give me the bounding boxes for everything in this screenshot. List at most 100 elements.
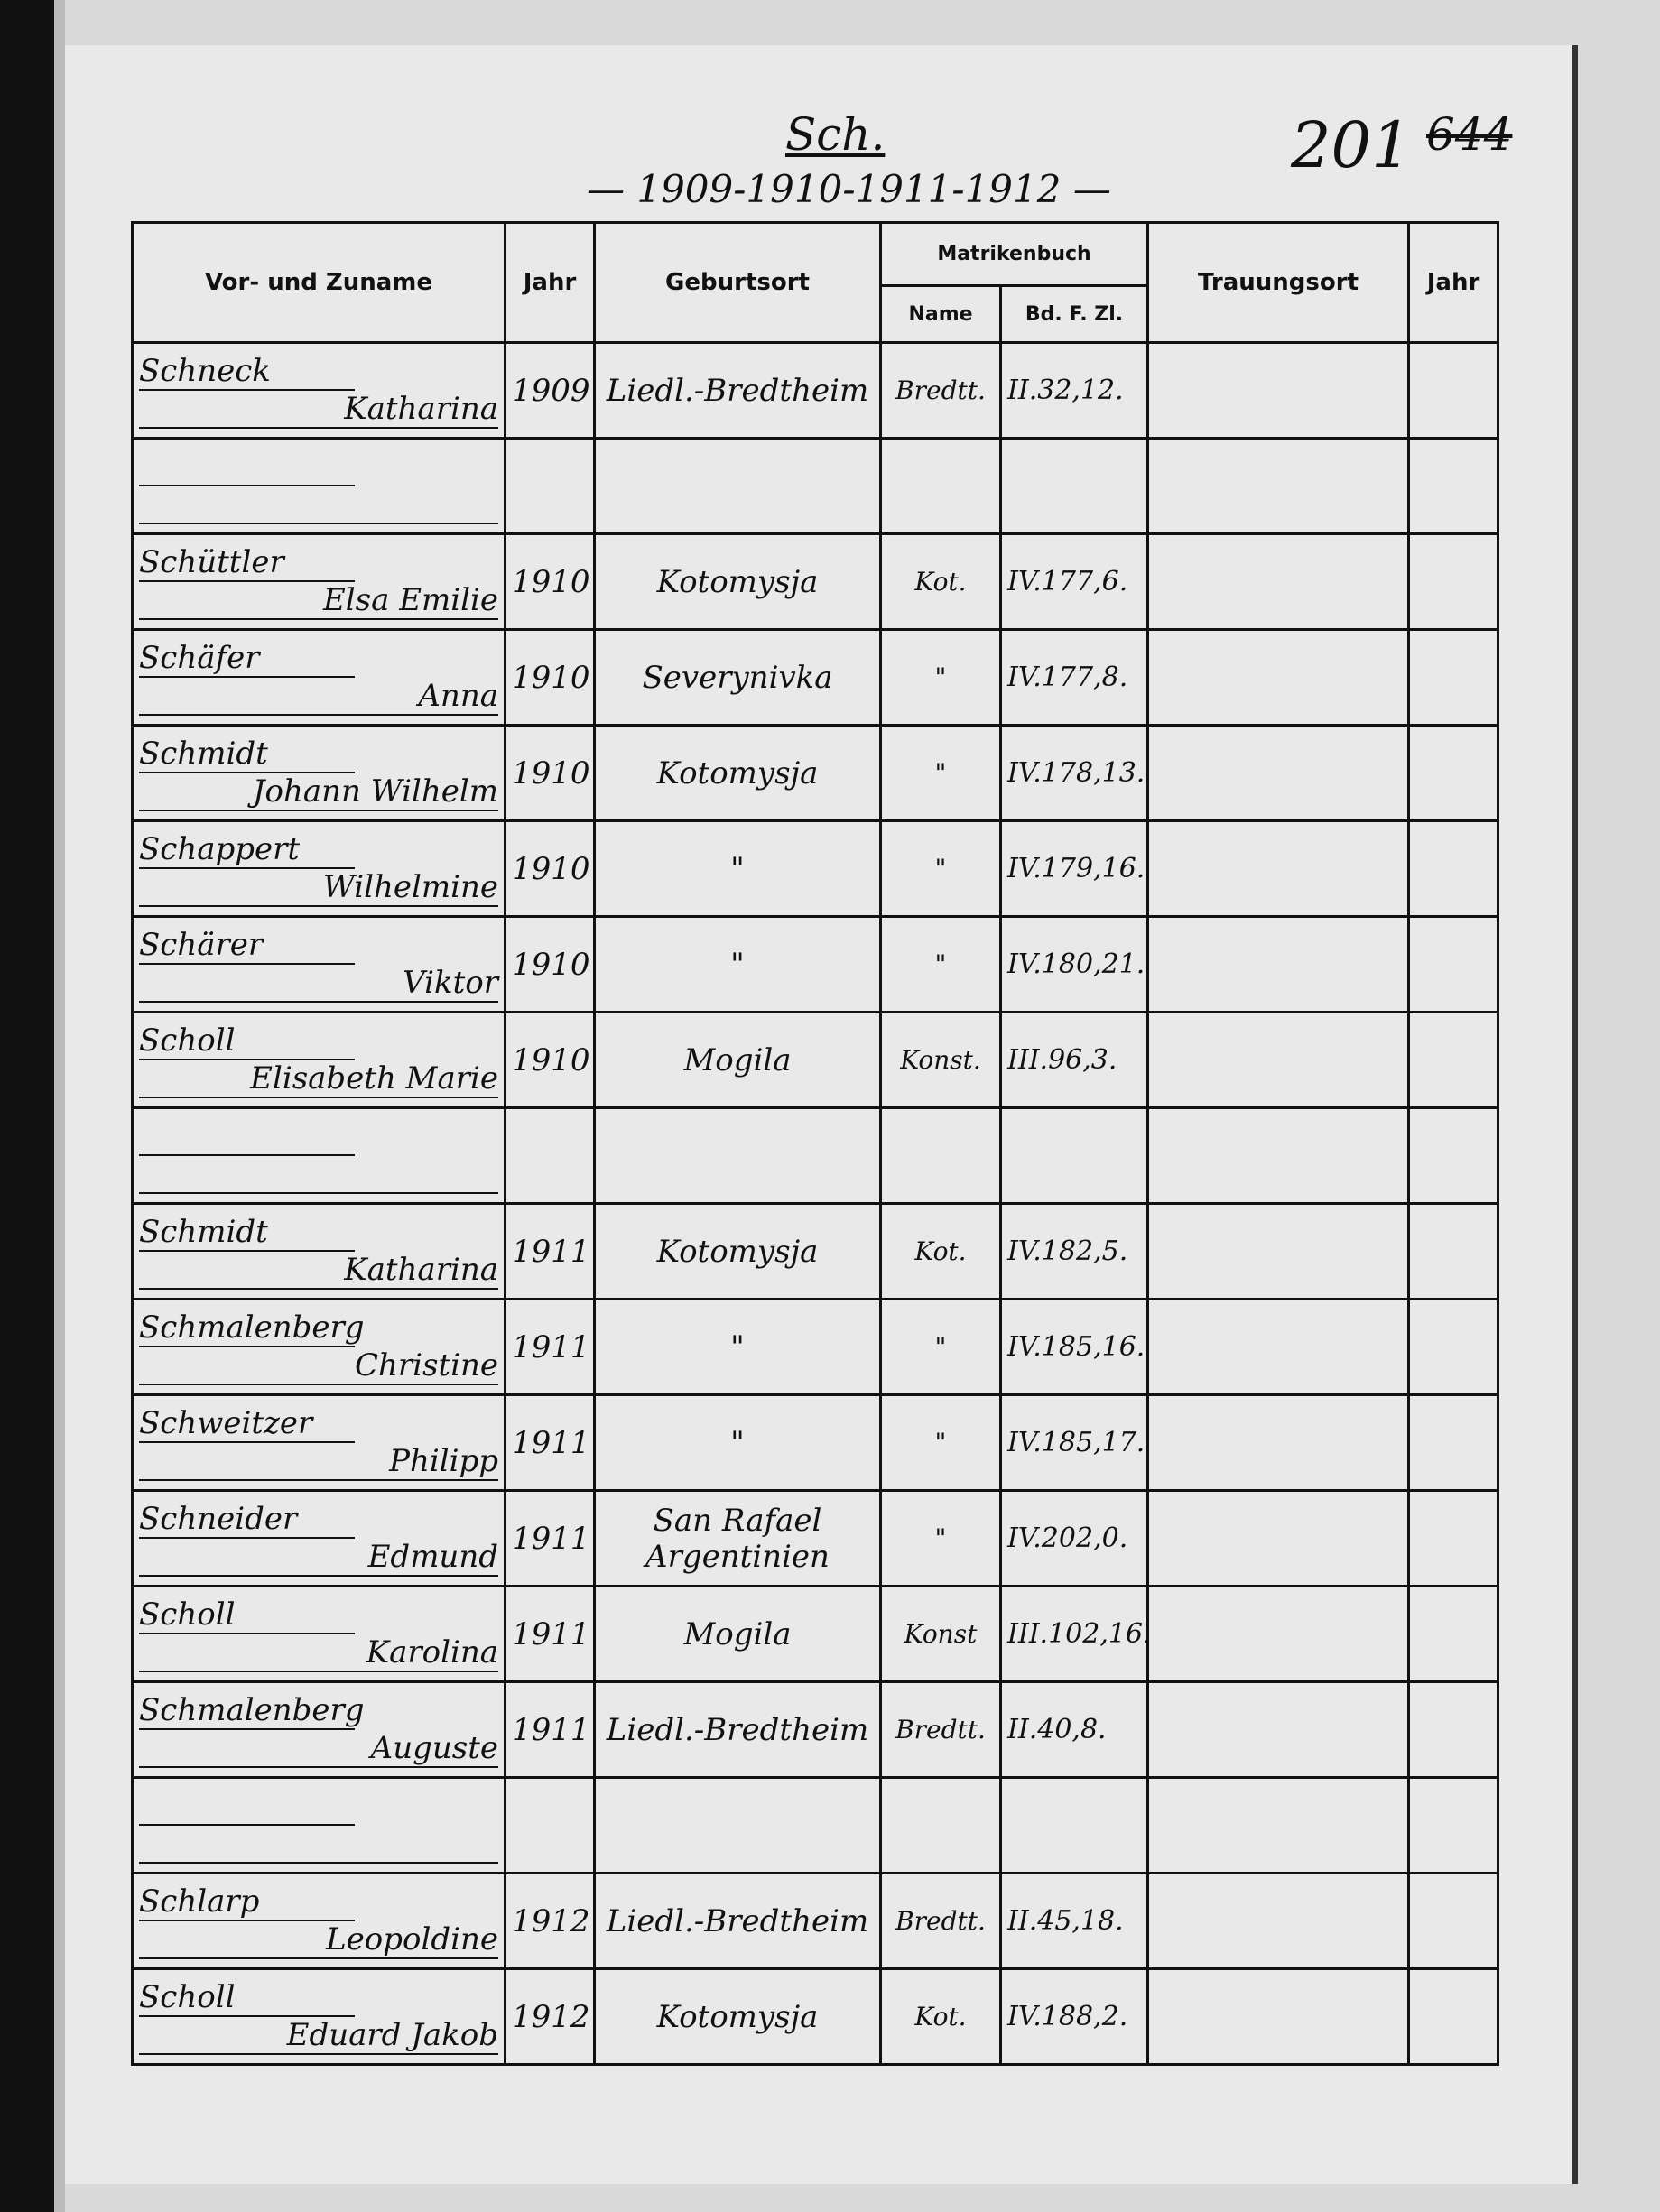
index-letter: Sch. [785, 108, 886, 161]
marriage-place-cell [1146, 341, 1411, 440]
register-name-cell: Kot. [879, 1202, 1002, 1300]
marriage-place-cell [1146, 1011, 1411, 1109]
year-cell: 1912 [504, 1967, 596, 2066]
given-name [139, 1156, 498, 1194]
year-cell: 1911 [504, 1680, 596, 1779]
year-cell: 1911 [504, 1585, 596, 1683]
birthplace-cell: Liedl.-Bredtheim [593, 341, 882, 440]
given-name: Wilhelmine [139, 869, 498, 907]
year-cell: 1910 [504, 819, 596, 918]
register-name-cell: Bredtt. [879, 1872, 1002, 1970]
name-cell: Schmalenberg Christine [131, 1298, 506, 1396]
name-cell: Schneider Edmund [131, 1489, 506, 1587]
table-row [131, 1776, 1500, 1874]
col-marriage-place: Trauungsort [1146, 221, 1411, 344]
register-ref-cell: IV.188,2. [998, 1967, 1150, 2066]
register-ref-cell: II.45,18. [998, 1872, 1150, 1970]
marriage-place-cell [1146, 1967, 1411, 2066]
year-cell: 1910 [504, 724, 596, 822]
marriage-place-cell [1146, 819, 1411, 918]
birthplace-cell: Mogila [593, 1011, 882, 1109]
birthplace-cell: " [593, 915, 882, 1013]
binding-edge [0, 0, 54, 2212]
marriage-place-cell [1146, 628, 1411, 727]
register-name-cell: " [879, 628, 1002, 727]
col-register: Matrikenbuch [878, 221, 1150, 287]
table-row: Schüttler Elsa Emilie 1910 Kotomysja Kot.… [131, 532, 1500, 631]
name-cell: Schmalenberg Auguste [131, 1680, 506, 1779]
surname: Schappert [139, 831, 355, 869]
marriage-place-cell [1146, 724, 1411, 822]
name-cell: Scholl Elisabeth Marie [131, 1011, 506, 1109]
register-name-cell [879, 1776, 1002, 1874]
birthplace-cell [593, 1106, 882, 1205]
given-name: Elisabeth Marie [139, 1060, 498, 1098]
given-name: Karolina [139, 1634, 498, 1672]
register-ref-cell: IV.202,0. [998, 1489, 1150, 1587]
marriage-year-cell [1407, 724, 1500, 822]
register-name-cell: Konst. [879, 1011, 1002, 1109]
table-row: Schmidt Johann Wilhelm 1910 Kotomysja " I… [131, 724, 1500, 822]
marriage-year-cell [1407, 1298, 1500, 1396]
col-marriage-year: Jahr [1407, 221, 1500, 344]
birthplace-cell: Liedl.-Bredtheim [593, 1872, 882, 1970]
birthplace-cell: " [593, 819, 882, 918]
marriage-place-cell [1146, 915, 1411, 1013]
birthplace-cell: Liedl.-Bredtheim [593, 1680, 882, 1779]
register-ref-cell: IV.179,16. [998, 819, 1150, 918]
register-ref-cell: IV.180,21. [998, 915, 1150, 1013]
name-cell: Schappert Wilhelmine [131, 819, 506, 918]
given-name: Edmund [139, 1539, 498, 1577]
year-cell: 1911 [504, 1202, 596, 1300]
register-ref-cell: IV.182,5. [998, 1202, 1150, 1300]
table-row: Schneider Edmund 1911 San Rafael Argentin… [131, 1489, 1500, 1587]
table-row: Schäfer Anna 1910 Severynivka " IV.177,8. [131, 628, 1500, 727]
name-cell [131, 1776, 506, 1874]
marriage-place-cell [1146, 1393, 1411, 1492]
marriage-place-cell [1146, 1872, 1411, 1970]
marriage-year-cell [1407, 1011, 1500, 1109]
name-cell: Schneck Katharina [131, 341, 506, 440]
col-register-name: Name [879, 284, 1002, 344]
given-name [139, 486, 498, 524]
table-row: Schlarp Leopoldine 1912 Liedl.-Bredtheim … [131, 1872, 1500, 1970]
table-row: Schneck Katharina 1909 Liedl.-Bredtheim B… [131, 341, 1500, 440]
name-cell: Schmidt Katharina [131, 1202, 506, 1300]
page-gutter [54, 0, 65, 2212]
table-row: Scholl Elisabeth Marie 1910 Mogila Konst.… [131, 1011, 1500, 1109]
marriage-year-cell [1407, 819, 1500, 918]
given-name: Anna [139, 678, 498, 716]
register-name-cell [879, 1106, 1002, 1205]
year-cell: 1910 [504, 532, 596, 631]
marriage-place-cell [1146, 1106, 1411, 1205]
given-name: Katharina [139, 391, 498, 429]
birthplace-cell: " [593, 1393, 882, 1492]
marriage-year-cell [1407, 628, 1500, 727]
register-ref-cell: IV.178,13. [998, 724, 1150, 822]
birthplace-cell: Kotomysja [593, 724, 882, 822]
register-name-cell: " [879, 819, 1002, 918]
col-name: Vor- und Zuname [131, 221, 506, 344]
year-cell: 1910 [504, 915, 596, 1013]
col-year: Jahr [504, 221, 596, 344]
year-cell [504, 437, 596, 535]
table-row [131, 437, 1500, 535]
register-name-cell: " [879, 724, 1002, 822]
marriage-year-cell [1407, 1585, 1500, 1683]
given-name: Leopoldine [139, 1921, 498, 1959]
birthplace-cell: Severynivka [593, 628, 882, 727]
marriage-year-cell [1407, 1967, 1500, 2066]
marriage-year-cell [1407, 1489, 1500, 1587]
register-name-cell: " [879, 1298, 1002, 1396]
register-ref-cell: IV.185,17. [998, 1393, 1150, 1492]
birthplace-cell [593, 1776, 882, 1874]
year-cell: 1912 [504, 1872, 596, 1970]
marriage-place-cell [1146, 1680, 1411, 1779]
birthplace-cell: Kotomysja [593, 532, 882, 631]
marriage-place-cell [1146, 437, 1411, 535]
given-name: Katharina [139, 1252, 498, 1290]
marriage-place-cell [1146, 1585, 1411, 1683]
register-ref-cell: II.40,8. [998, 1680, 1150, 1779]
page-number: 201 [1291, 108, 1412, 182]
given-name: Auguste [139, 1730, 498, 1768]
